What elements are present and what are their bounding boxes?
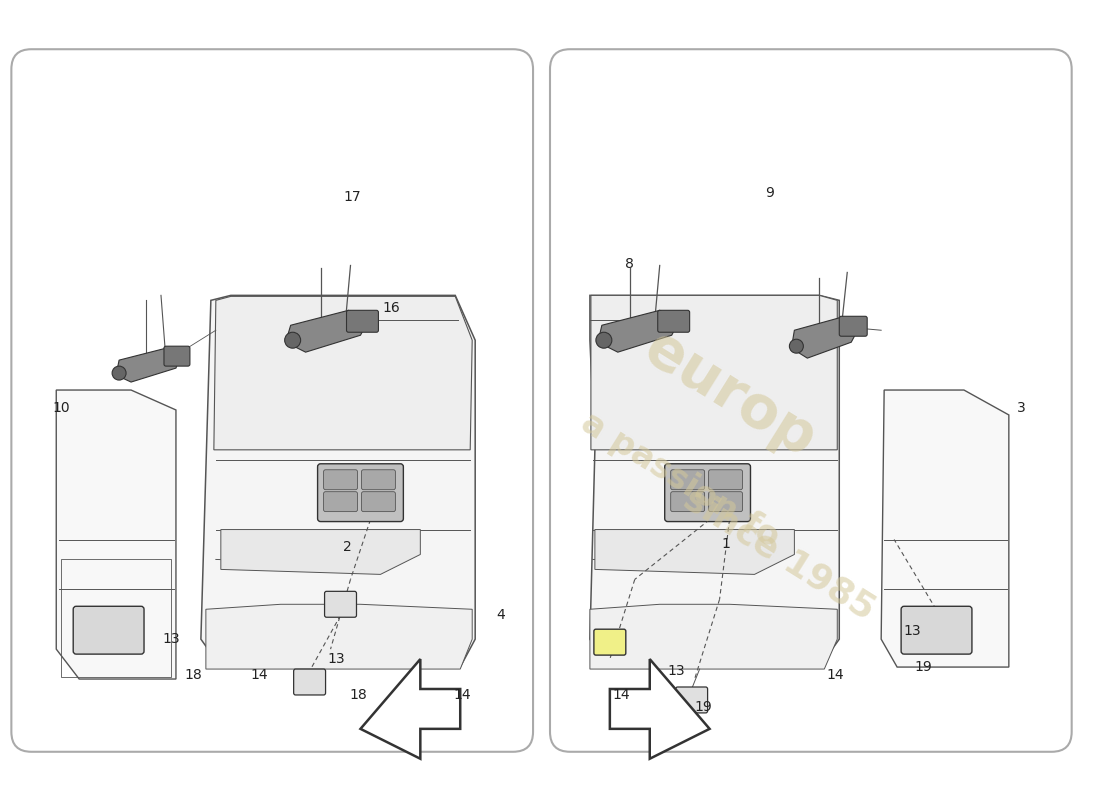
FancyBboxPatch shape [294,669,326,695]
Polygon shape [590,295,839,667]
FancyBboxPatch shape [318,464,404,522]
Text: 13: 13 [903,624,921,638]
Text: 1: 1 [722,537,730,550]
Text: 4: 4 [496,608,505,622]
FancyBboxPatch shape [323,492,358,512]
Text: 9: 9 [764,186,774,200]
Text: 10: 10 [53,401,70,415]
Polygon shape [595,530,794,574]
FancyBboxPatch shape [323,470,358,490]
Polygon shape [286,310,368,352]
FancyBboxPatch shape [594,630,626,655]
FancyBboxPatch shape [708,492,742,512]
FancyBboxPatch shape [901,606,972,654]
Text: 13: 13 [327,652,345,666]
Circle shape [596,332,612,348]
Text: 18: 18 [349,688,367,702]
FancyBboxPatch shape [671,492,705,512]
FancyBboxPatch shape [164,346,190,366]
Polygon shape [206,604,472,669]
Polygon shape [609,659,710,758]
Polygon shape [221,530,420,574]
Polygon shape [117,348,180,382]
Polygon shape [591,295,837,450]
FancyBboxPatch shape [708,470,742,490]
Polygon shape [881,390,1009,667]
Text: europ: europ [634,320,826,470]
Polygon shape [590,604,837,669]
Text: 8: 8 [625,258,634,271]
Polygon shape [598,310,680,352]
Text: 17: 17 [343,190,361,204]
Text: a passion fo: a passion fo [574,406,784,554]
FancyBboxPatch shape [550,50,1071,752]
Text: since 1985: since 1985 [678,482,881,627]
Circle shape [790,339,803,353]
Text: 14: 14 [826,668,844,682]
Polygon shape [791,318,859,358]
Text: 14: 14 [453,688,471,702]
Polygon shape [201,295,475,667]
FancyBboxPatch shape [324,591,356,618]
Text: 2: 2 [342,541,351,554]
Text: 13: 13 [668,664,685,678]
FancyBboxPatch shape [362,470,395,490]
FancyBboxPatch shape [362,492,395,512]
Text: 14: 14 [251,668,268,682]
FancyBboxPatch shape [671,470,705,490]
Circle shape [112,366,126,380]
FancyBboxPatch shape [658,310,690,332]
Circle shape [285,332,300,348]
FancyBboxPatch shape [664,464,750,522]
Polygon shape [361,659,460,758]
Text: 14: 14 [613,688,630,702]
FancyBboxPatch shape [675,687,707,713]
FancyBboxPatch shape [839,316,867,336]
Text: 16: 16 [382,302,399,315]
Text: 13: 13 [163,632,180,646]
Text: 19: 19 [695,700,713,714]
Text: 18: 18 [185,668,202,682]
FancyBboxPatch shape [74,606,144,654]
Polygon shape [56,390,176,679]
Polygon shape [213,296,472,450]
Text: 19: 19 [914,660,932,674]
FancyBboxPatch shape [11,50,534,752]
Text: 3: 3 [1018,401,1026,415]
FancyBboxPatch shape [346,310,378,332]
